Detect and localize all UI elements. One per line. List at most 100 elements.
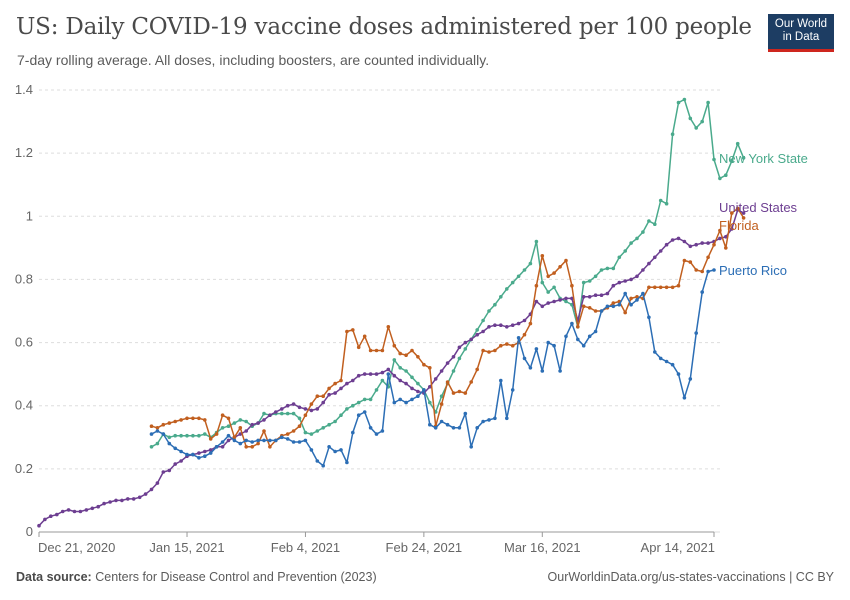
data-point[interactable]: [155, 481, 160, 485]
data-point[interactable]: [262, 429, 266, 433]
data-point[interactable]: [392, 358, 397, 362]
data-point[interactable]: [540, 254, 545, 258]
data-point[interactable]: [173, 446, 177, 451]
data-point[interactable]: [179, 418, 183, 422]
data-point[interactable]: [291, 440, 296, 444]
data-point[interactable]: [534, 239, 539, 244]
series-line[interactable]: [151, 98, 745, 448]
data-point[interactable]: [362, 410, 367, 414]
data-point[interactable]: [546, 290, 550, 294]
owid-logo[interactable]: Our World in Data: [768, 14, 834, 52]
data-point[interactable]: [534, 299, 539, 304]
data-point[interactable]: [256, 441, 260, 446]
data-point[interactable]: [321, 426, 326, 430]
data-point[interactable]: [167, 421, 172, 425]
data-point[interactable]: [587, 279, 592, 283]
data-point[interactable]: [670, 132, 675, 136]
data-point[interactable]: [321, 463, 326, 468]
data-point[interactable]: [499, 323, 503, 328]
data-point[interactable]: [611, 304, 616, 309]
data-point[interactable]: [706, 100, 710, 105]
data-point[interactable]: [599, 309, 604, 313]
data-point[interactable]: [185, 416, 189, 421]
data-point[interactable]: [49, 514, 53, 518]
data-point[interactable]: [351, 403, 355, 408]
data-point[interactable]: [552, 285, 556, 290]
data-point[interactable]: [463, 347, 468, 351]
data-point[interactable]: [179, 459, 183, 463]
data-point[interactable]: [445, 422, 450, 427]
data-point[interactable]: [647, 219, 651, 223]
data-point[interactable]: [43, 517, 47, 522]
data-point[interactable]: [499, 378, 503, 383]
data-point[interactable]: [208, 448, 213, 452]
data-point[interactable]: [356, 373, 361, 378]
data-point[interactable]: [593, 274, 598, 279]
data-point[interactable]: [208, 451, 213, 455]
data-point[interactable]: [469, 445, 474, 449]
data-point[interactable]: [191, 433, 195, 438]
data-point[interactable]: [280, 407, 284, 411]
data-point[interactable]: [285, 411, 290, 416]
data-point[interactable]: [688, 116, 693, 121]
data-point[interactable]: [238, 441, 243, 446]
data-point[interactable]: [706, 241, 710, 245]
series-line[interactable]: [38, 209, 744, 527]
data-point[interactable]: [203, 418, 207, 422]
data-point[interactable]: [635, 274, 639, 279]
data-point[interactable]: [303, 407, 308, 411]
data-point[interactable]: [510, 343, 515, 348]
data-point[interactable]: [114, 498, 118, 503]
data-point[interactable]: [72, 509, 77, 514]
data-point[interactable]: [475, 426, 480, 430]
data-point[interactable]: [345, 329, 349, 334]
data-point[interactable]: [197, 451, 201, 455]
data-point[interactable]: [66, 508, 71, 512]
data-point[interactable]: [730, 159, 734, 163]
data-point[interactable]: [439, 419, 444, 424]
data-point[interactable]: [576, 325, 580, 329]
data-point[interactable]: [587, 334, 592, 339]
data-point[interactable]: [505, 342, 509, 346]
data-point[interactable]: [688, 244, 693, 249]
data-point[interactable]: [280, 411, 284, 416]
data-point[interactable]: [676, 100, 681, 105]
data-point[interactable]: [735, 141, 740, 146]
data-point[interactable]: [315, 407, 320, 411]
data-point[interactable]: [712, 242, 716, 247]
data-point[interactable]: [451, 369, 456, 373]
data-point[interactable]: [297, 424, 302, 429]
data-point[interactable]: [463, 340, 468, 345]
data-point[interactable]: [528, 261, 533, 266]
data-point[interactable]: [386, 325, 391, 329]
data-point[interactable]: [576, 337, 580, 342]
data-point[interactable]: [250, 422, 254, 427]
data-point[interactable]: [333, 449, 337, 454]
data-point[interactable]: [499, 343, 503, 348]
data-point[interactable]: [149, 445, 154, 449]
data-point[interactable]: [274, 410, 278, 414]
data-point[interactable]: [380, 348, 385, 353]
data-point[interactable]: [522, 318, 527, 323]
data-point[interactable]: [457, 389, 462, 394]
data-point[interactable]: [161, 470, 166, 474]
data-point[interactable]: [315, 429, 320, 433]
data-point[interactable]: [380, 370, 385, 375]
data-point[interactable]: [268, 445, 272, 449]
data-point[interactable]: [694, 268, 698, 272]
data-point[interactable]: [220, 413, 225, 418]
data-point[interactable]: [670, 362, 675, 367]
data-point[interactable]: [90, 506, 95, 511]
data-point[interactable]: [516, 336, 521, 340]
data-point[interactable]: [475, 328, 480, 332]
data-point[interactable]: [647, 285, 651, 290]
data-point[interactable]: [700, 119, 704, 124]
data-point[interactable]: [362, 334, 367, 339]
data-point[interactable]: [593, 293, 598, 298]
data-point[interactable]: [481, 419, 485, 424]
data-point[interactable]: [451, 355, 456, 359]
data-point[interactable]: [303, 438, 308, 443]
data-point[interactable]: [564, 299, 568, 304]
data-point[interactable]: [617, 255, 622, 260]
series-florida[interactable]: [149, 206, 746, 449]
